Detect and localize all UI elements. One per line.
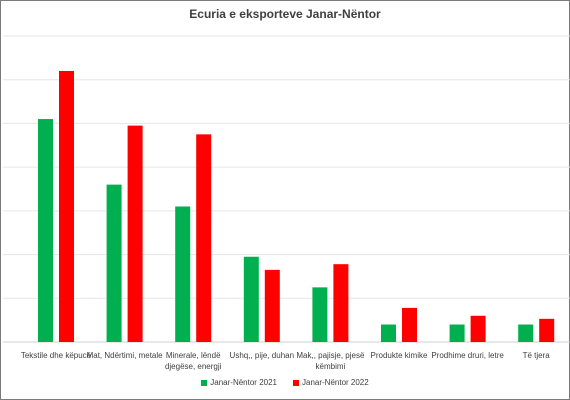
category-label-2: Minerale, lëndë djegëse, energji [164, 351, 222, 371]
bar-2021-2 [175, 206, 191, 342]
legend-label: Janar-Nëntor 2022 [302, 378, 369, 387]
bar-2021-4 [312, 287, 328, 342]
bar-2021-1 [106, 184, 122, 342]
bar-2021-5 [381, 324, 396, 342]
category-label-0: Tekstile dhe këpucë [20, 351, 92, 360]
category-label-7: Të tjera [522, 351, 550, 360]
chart-title: Ecuria e eksporteve Janar-Nëntor [189, 7, 381, 21]
bar-2022-0 [59, 70, 74, 342]
legend: Janar-Nëntor 2021 Janar-Nëntor 2022 [0, 378, 570, 387]
legend-item-2022: Janar-Nëntor 2022 [293, 378, 369, 387]
legend-swatch [201, 379, 208, 386]
bar-2022-5 [402, 307, 417, 342]
bar-2022-6 [470, 315, 486, 342]
bar-2021-6 [449, 324, 465, 342]
bar-2021-0 [38, 119, 53, 342]
category-label-3: Ushq,, pije, duhan [229, 351, 295, 360]
legend-label: Janar-Nëntor 2021 [210, 378, 277, 387]
bar-2022-3 [264, 269, 280, 342]
category-label-4: Mak,, pajisje, pjesë këmbimi [296, 351, 365, 371]
legend-swatch [293, 379, 299, 386]
bar-2022-1 [127, 125, 143, 342]
category-label-6: Prodhime druri, letre [431, 351, 504, 360]
category-label-5: Produkte kimike [370, 351, 428, 360]
legend-item-2021: Janar-Nëntor 2021 [201, 378, 277, 387]
category-label-1: Mat, Ndërtimi, metale [86, 351, 163, 360]
bar-2021-7 [518, 324, 534, 342]
bar-2022-2 [196, 134, 212, 342]
bar-2021-3 [243, 256, 259, 342]
bar-2022-4 [333, 264, 349, 342]
bar-2022-7 [539, 318, 555, 342]
